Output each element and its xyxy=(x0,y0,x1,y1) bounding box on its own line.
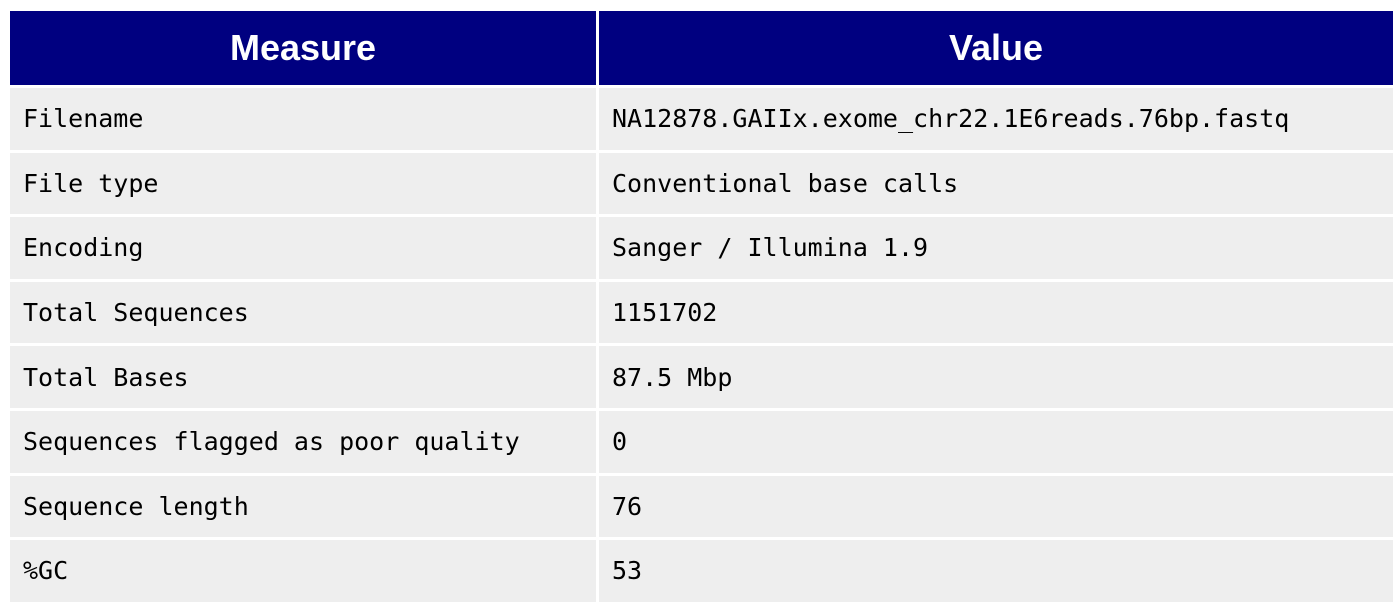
table-row: Filename NA12878.GAIIx.exome_chr22.1E6re… xyxy=(10,88,1393,150)
table-row: Encoding Sanger / Illumina 1.9 xyxy=(10,217,1393,279)
value-cell: 0 xyxy=(599,410,1393,473)
column-header-measure: Measure xyxy=(10,11,596,85)
table-row: File type Conventional base calls xyxy=(10,152,1393,215)
measure-cell: Total Bases xyxy=(10,346,596,408)
value-cell: 87.5 Mbp xyxy=(599,346,1393,408)
value-cell: Sanger / Illumina 1.9 xyxy=(599,217,1393,279)
basic-statistics-table: Measure Value Filename NA12878.GAIIx.exo… xyxy=(7,8,1396,605)
table-row: %GC 53 xyxy=(10,540,1393,602)
table-row: Sequences flagged as poor quality 0 xyxy=(10,410,1393,473)
table-row: Total Sequences 1151702 xyxy=(10,281,1393,344)
value-cell: 76 xyxy=(599,475,1393,538)
measure-cell: Sequence length xyxy=(10,475,596,538)
measure-cell: %GC xyxy=(10,540,596,602)
measure-cell: Total Sequences xyxy=(10,281,596,344)
table-header-row: Measure Value xyxy=(10,11,1393,85)
measure-cell: File type xyxy=(10,152,596,215)
measure-cell: Sequences flagged as poor quality xyxy=(10,410,596,473)
table-row: Sequence length 76 xyxy=(10,475,1393,538)
value-cell: 53 xyxy=(599,540,1393,602)
value-cell: 1151702 xyxy=(599,281,1393,344)
basic-statistics-table-container: Measure Value Filename NA12878.GAIIx.exo… xyxy=(7,8,1393,605)
measure-cell: Filename xyxy=(10,88,596,150)
value-cell: NA12878.GAIIx.exome_chr22.1E6reads.76bp.… xyxy=(599,88,1393,150)
measure-cell: Encoding xyxy=(10,217,596,279)
column-header-value: Value xyxy=(599,11,1393,85)
table-row: Total Bases 87.5 Mbp xyxy=(10,346,1393,408)
value-cell: Conventional base calls xyxy=(599,152,1393,215)
